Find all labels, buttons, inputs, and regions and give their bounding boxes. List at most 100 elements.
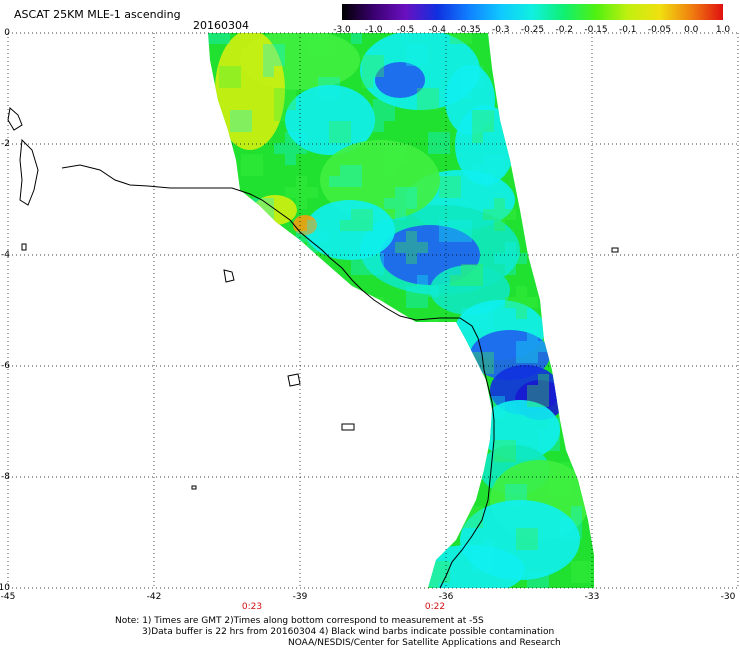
colorbar-tick-label: -0.1 — [618, 25, 637, 35]
wind-pixel — [538, 187, 549, 198]
wind-pixel — [241, 341, 252, 352]
wind-pixel — [428, 572, 439, 583]
wind-pixel — [208, 176, 219, 187]
wind-pixel — [329, 561, 340, 572]
wind-pixel — [417, 55, 428, 66]
wind-pixel — [461, 506, 472, 517]
wind-pixel — [373, 264, 384, 275]
colorbar-tick-label: -0.3 — [491, 25, 510, 35]
wind-pixel — [252, 154, 263, 165]
wind-pixel — [417, 88, 428, 99]
wind-pixel — [472, 77, 483, 88]
wind-pixel — [538, 440, 549, 451]
wind-pixel — [252, 396, 263, 407]
wind-pixel — [241, 352, 252, 363]
product-date: 20160304 — [193, 19, 249, 32]
colorbar-tick-label: -0.35 — [457, 25, 481, 35]
wind-pixel — [329, 77, 340, 88]
wind-pixel — [527, 143, 538, 154]
wind-pixel — [395, 583, 406, 588]
wind-pixel — [560, 275, 571, 286]
wind-pixel — [461, 220, 472, 231]
wind-pixel — [230, 363, 241, 374]
wind-pixel — [274, 110, 285, 121]
wind-pixel — [307, 462, 318, 473]
wind-pixel — [329, 550, 340, 561]
wind-pixel — [252, 165, 263, 176]
wind-pixel — [274, 297, 285, 308]
wind-pixel — [219, 495, 230, 506]
wind-pixel — [582, 363, 593, 374]
wind-pixel — [274, 55, 285, 66]
wind-pixel — [560, 462, 571, 473]
note-line-2: 3)Data buffer is 22 hrs from 20160304 4)… — [142, 627, 555, 637]
wind-pixel — [395, 440, 406, 451]
wind-pixel — [483, 121, 494, 132]
wind-pixel — [263, 66, 274, 77]
wind-pixel — [384, 550, 395, 561]
wind-pixel — [340, 407, 351, 418]
wind-pixel — [241, 154, 252, 165]
wind-pixel — [505, 209, 516, 220]
wind-pixel — [571, 132, 582, 143]
wind-pixel — [505, 242, 516, 253]
wind-pixel — [230, 495, 241, 506]
wind-pixel — [241, 407, 252, 418]
wind-pixel — [428, 319, 439, 330]
wind-pixel — [406, 231, 417, 242]
wind-pixel — [560, 517, 571, 528]
wind-pixel — [307, 429, 318, 440]
wind-pixel — [549, 198, 560, 209]
wind-pixel — [527, 110, 538, 121]
wind-pixel — [285, 297, 296, 308]
wind-pixel — [593, 407, 594, 418]
wind-pixel — [340, 550, 351, 561]
wind-pixel — [285, 341, 296, 352]
wind-pixel — [494, 451, 505, 462]
wind-pixel — [450, 473, 461, 484]
measurement-time: 0:22 — [424, 602, 446, 612]
x-tick-label: -45 — [0, 592, 16, 602]
wind-pixel — [362, 77, 373, 88]
wind-pixel — [274, 88, 285, 99]
wind-pixel — [373, 341, 384, 352]
wind-pixel — [296, 374, 307, 385]
wind-pixel — [219, 66, 230, 77]
wind-pixel — [285, 143, 296, 154]
wind-pixel — [560, 330, 571, 341]
wind-pixel — [296, 132, 307, 143]
wind-pixel — [571, 121, 582, 132]
wind-pixel — [406, 297, 417, 308]
wind-pixel — [516, 110, 527, 121]
wind-pixel — [472, 121, 483, 132]
wind-pixel — [351, 407, 362, 418]
y-tick-label: -4 — [1, 250, 10, 260]
wind-pixel — [417, 275, 428, 286]
y-tick-label: -2 — [1, 139, 10, 149]
wind-pixel — [274, 528, 285, 539]
wind-pixel — [538, 429, 549, 440]
wind-pixel — [208, 264, 219, 275]
wind-pixel — [307, 275, 318, 286]
wind-pixel — [560, 44, 571, 55]
wind-pixel — [483, 539, 494, 550]
colorbar-tick-label: 0.0 — [684, 25, 699, 35]
wind-pixel — [208, 33, 219, 44]
wind-pixel — [549, 55, 560, 66]
colorbar-tick-label: -1.0 — [364, 25, 383, 35]
wind-pixel — [219, 462, 230, 473]
wind-pixel — [296, 187, 307, 198]
wind-pixel — [351, 33, 362, 44]
wind-pixel — [593, 363, 594, 374]
y-tick-label: -6 — [1, 361, 10, 371]
wind-pixel — [208, 231, 219, 242]
wind-cell — [215, 33, 285, 150]
wind-pixel — [439, 220, 450, 231]
wind-pixel — [582, 561, 593, 572]
wind-pixel — [439, 231, 450, 242]
coastline — [7, 107, 619, 589]
wind-pixel — [582, 220, 593, 231]
wind-pixel — [582, 165, 593, 176]
wind-pixel — [362, 506, 373, 517]
wind-pixel — [329, 374, 340, 385]
